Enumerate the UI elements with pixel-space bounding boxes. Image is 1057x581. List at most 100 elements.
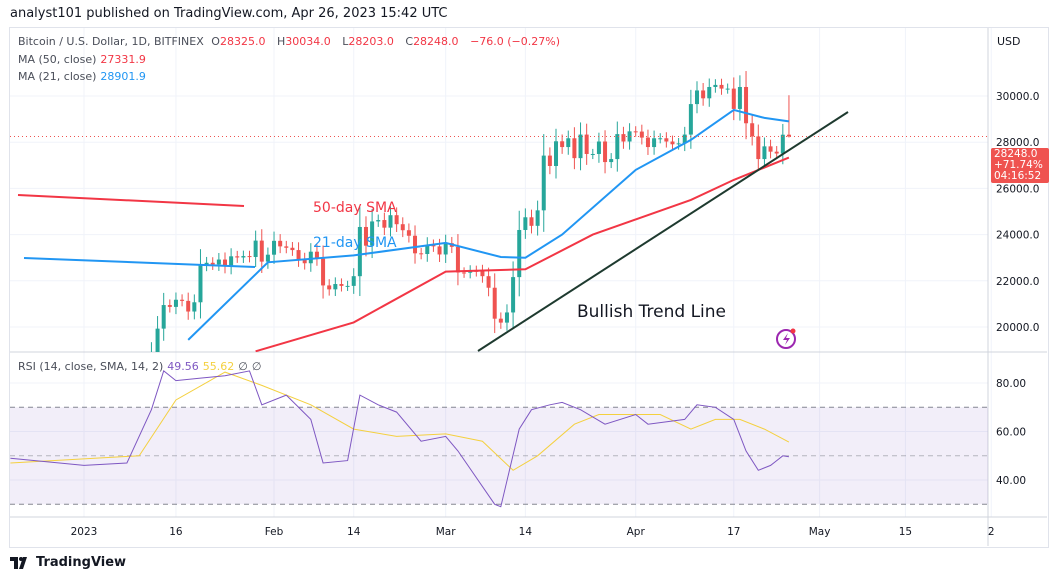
na-value-2: ∅ bbox=[251, 360, 262, 373]
tradingview-logo[interactable]: TradingView bbox=[10, 555, 126, 570]
candle-body bbox=[670, 141, 675, 145]
candle-body bbox=[345, 285, 350, 287]
candle-body bbox=[357, 226, 362, 277]
candle-body bbox=[137, 386, 141, 394]
candle-body bbox=[615, 134, 620, 160]
candle-body bbox=[388, 215, 393, 228]
price-tag: 28248.0 +71.74% 04:16:52 bbox=[991, 148, 1049, 183]
candle-body bbox=[572, 138, 577, 159]
ma21-value: 28901.9 bbox=[100, 70, 146, 83]
candle-body bbox=[523, 217, 528, 230]
candle-body bbox=[308, 251, 313, 264]
candle-body bbox=[155, 328, 160, 352]
candle-body bbox=[382, 220, 387, 228]
candle-body bbox=[731, 88, 736, 109]
trend-annotation: Bullish Trend Line bbox=[577, 302, 726, 322]
candle-body bbox=[560, 141, 565, 148]
drawn-blue-line bbox=[23, 257, 256, 268]
candle-body bbox=[719, 84, 724, 89]
candle-body bbox=[529, 217, 534, 226]
candles bbox=[137, 71, 791, 394]
drawn-red-line bbox=[17, 194, 245, 207]
ma50-value: 27331.9 bbox=[100, 53, 146, 66]
ma50-line bbox=[255, 156, 790, 352]
price-tick: 26000.0 bbox=[996, 183, 1039, 195]
candle-body bbox=[314, 251, 319, 259]
currency-label[interactable]: USD bbox=[997, 35, 1021, 48]
candle-body bbox=[609, 159, 614, 163]
candle-body bbox=[744, 86, 749, 124]
candle-body bbox=[511, 277, 516, 313]
sma21-annotation: 21-day SMA bbox=[313, 235, 397, 251]
candle-body bbox=[554, 141, 559, 166]
candle-body bbox=[394, 215, 399, 225]
bar-countdown: 04:16:52 bbox=[994, 170, 1042, 182]
rsi-legend[interactable]: RSI (14, close, SMA, 14, 2) 49.56 55.62 ∅ ∅ bbox=[18, 360, 265, 373]
ma21-legend[interactable]: MA (21, close) 28901.9 bbox=[18, 70, 150, 83]
candle-body bbox=[621, 134, 626, 142]
tv-logo-icon bbox=[10, 556, 27, 569]
ohlc-low-value: 28203.0 bbox=[348, 35, 394, 48]
candle-body bbox=[664, 138, 669, 142]
candle-body bbox=[774, 151, 779, 154]
candle-body bbox=[351, 276, 356, 286]
candle-body bbox=[780, 134, 785, 154]
time-tick: 14 bbox=[519, 526, 533, 538]
event-icon bbox=[776, 329, 796, 349]
candle-body bbox=[541, 155, 546, 211]
candle-body bbox=[737, 86, 742, 109]
price-change: +71.74% bbox=[994, 159, 1043, 171]
rsi-label: RSI (14, close, SMA, 14, 2) bbox=[18, 360, 164, 373]
candle-body bbox=[376, 220, 381, 222]
candle-body bbox=[443, 243, 448, 255]
footer-brand: TradingView bbox=[36, 555, 127, 570]
ma50-legend[interactable]: MA (50, close) 27331.9 bbox=[18, 53, 150, 66]
candle-body bbox=[180, 299, 185, 301]
candle-body bbox=[253, 240, 258, 258]
na-value-1: ∅ bbox=[238, 360, 248, 373]
candle-body bbox=[284, 246, 289, 248]
candle-body bbox=[645, 137, 650, 148]
candle-body bbox=[290, 247, 295, 251]
candle-body bbox=[265, 254, 270, 262]
candle-body bbox=[725, 88, 730, 90]
candle-body bbox=[192, 302, 197, 312]
ohlc-low-label: L bbox=[342, 35, 349, 48]
candle-body bbox=[590, 153, 595, 155]
publish-header: analyst101 published on TradingView.com,… bbox=[10, 6, 448, 21]
price-tick: 22000.0 bbox=[996, 276, 1039, 288]
time-tick: Feb bbox=[265, 526, 284, 538]
lightning-icon bbox=[783, 333, 790, 345]
rsi-line bbox=[10, 370, 789, 508]
candle-body bbox=[259, 240, 264, 262]
candle-body bbox=[222, 259, 227, 267]
candle-body bbox=[768, 146, 773, 152]
chart-frame bbox=[9, 27, 1049, 548]
candle-body bbox=[400, 224, 405, 231]
candle-body bbox=[198, 265, 203, 303]
ma21-line bbox=[187, 108, 790, 341]
candle-body bbox=[701, 90, 706, 99]
candle-body bbox=[676, 143, 681, 145]
candle-body bbox=[713, 84, 718, 87]
candle-body bbox=[633, 131, 638, 133]
ohlc-high-label: H bbox=[276, 35, 286, 48]
candle-body bbox=[339, 284, 344, 286]
candle-body bbox=[272, 240, 277, 255]
candle-body bbox=[161, 305, 166, 329]
change-value: −76.0 (−0.27%) bbox=[470, 35, 561, 48]
candle-body bbox=[437, 246, 442, 255]
candle-body bbox=[296, 250, 301, 260]
time-tick: Mar bbox=[436, 526, 456, 538]
symbol-name: Bitcoin / U.S. Dollar, 1D, BITFINEX bbox=[18, 35, 204, 48]
time-tick: 2 bbox=[988, 526, 995, 538]
candle-body bbox=[603, 141, 608, 163]
candle-body bbox=[302, 259, 307, 264]
candle-body bbox=[578, 134, 583, 159]
candle-body bbox=[186, 300, 191, 312]
time-tick: 2023 bbox=[71, 526, 98, 538]
candle-body bbox=[547, 155, 552, 166]
candle-body bbox=[406, 230, 411, 236]
candle-body bbox=[707, 86, 712, 99]
